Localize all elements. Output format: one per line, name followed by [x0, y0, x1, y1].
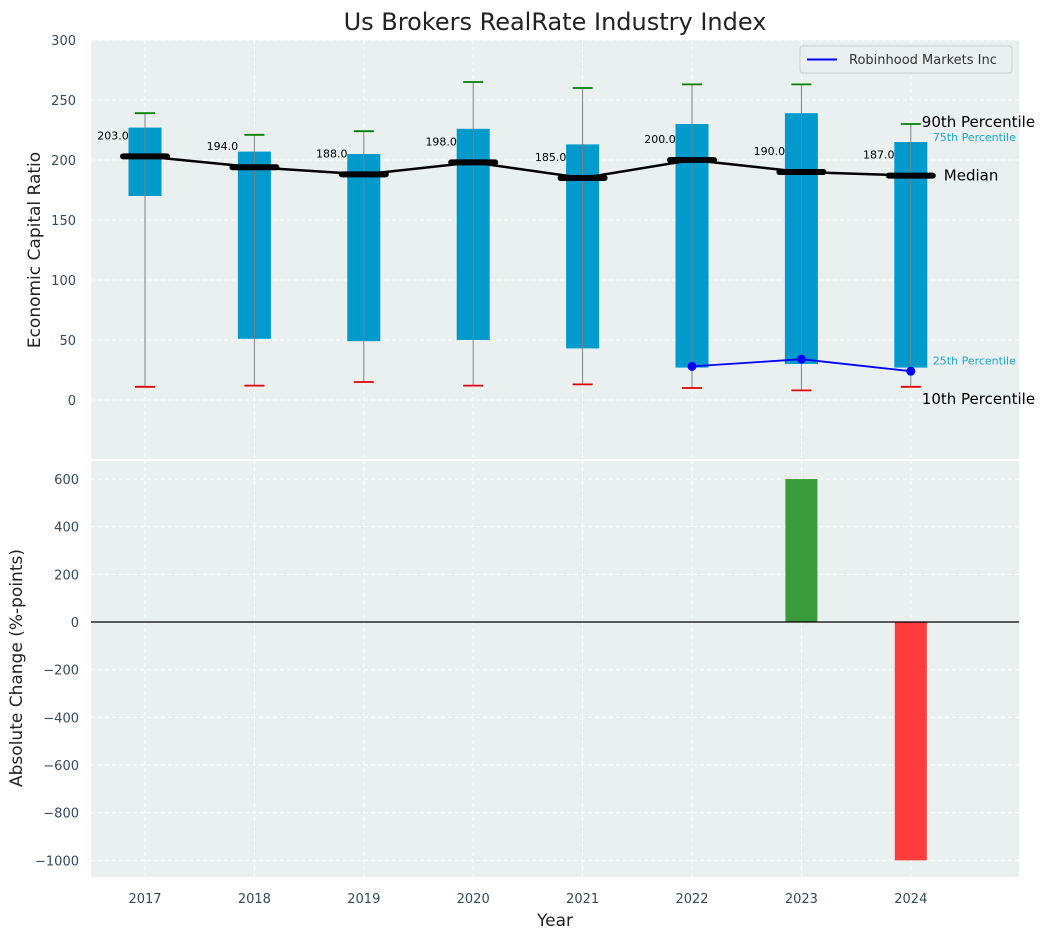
bottom-y-tick-label: 400: [54, 521, 79, 536]
company-series-point: [687, 361, 697, 371]
x-tick-label: 2021: [566, 892, 599, 907]
top-y-tick-label: 300: [51, 34, 76, 49]
top-y-tick-label: 250: [51, 94, 76, 109]
median-value-label: 185.0: [535, 151, 567, 164]
chart-title: Us Brokers RealRate Industry Index: [344, 8, 767, 36]
top-panel: 0 50 100 150 200 250 300 203.0 194.0 188.0 198.0 18…: [51, 34, 1035, 460]
top-y-tick-label: 0: [68, 394, 76, 409]
legend-label: Robinhood Markets Inc: [849, 53, 997, 68]
x-tick-label: 2017: [128, 892, 161, 907]
bottom-y-tick-label: −1000: [35, 854, 79, 869]
x-tick-label: 2022: [675, 892, 708, 907]
bottom-y-tick-label: 600: [54, 473, 79, 488]
bottom-y-tick-label: −200: [43, 664, 79, 679]
bottom-y-tick-label: −600: [43, 759, 79, 774]
positive-change-bar: [785, 479, 818, 623]
median-value-label: 198.0: [425, 135, 457, 148]
median-value-label: 194.0: [207, 140, 239, 153]
company-series-point: [906, 366, 916, 376]
bottom-y-axis-title: Absolute Change (%-points): [7, 549, 27, 787]
legend: Robinhood Markets Inc: [799, 45, 1013, 74]
bottom-y-tick-label: 0: [71, 616, 79, 631]
top-y-tick-label: 150: [51, 214, 76, 229]
x-tick-label: 2018: [238, 892, 271, 907]
top-y-axis-title: Economic Capital Ratio: [25, 152, 45, 348]
median-value-label: 200.0: [644, 133, 676, 146]
annotation-median: Median: [944, 167, 999, 185]
annotation-10th-percentile: 10th Percentile: [922, 390, 1035, 408]
x-axis-title: Year: [536, 911, 573, 931]
annotation-75th-percentile: 75th Percentile: [933, 131, 1016, 144]
top-y-tick-label: 50: [59, 334, 76, 349]
bottom-y-tick-label: 200: [54, 568, 79, 583]
top-y-tick-label: 200: [51, 154, 76, 169]
bottom-y-tick-label: −400: [43, 711, 79, 726]
annotation-25th-percentile: 25th Percentile: [933, 355, 1016, 368]
median-value-label: 187.0: [863, 149, 895, 162]
x-tick-label: 2020: [457, 892, 490, 907]
legend-box: [799, 45, 1013, 74]
median-value-label: 190.0: [754, 145, 786, 158]
median-trend-line: [144, 155, 911, 180]
x-tick-label: 2019: [347, 892, 380, 907]
x-tick-label: 2023: [785, 892, 818, 907]
bottom-y-tick-label: −800: [43, 807, 79, 822]
annotation-90th-percentile: 90th Percentile: [922, 113, 1035, 131]
top-y-tick-label: 100: [51, 274, 76, 289]
bottom-plot-background: [91, 460, 1019, 877]
company-series-point: [796, 354, 806, 364]
median-value-label: 188.0: [316, 147, 348, 160]
negative-change-bar: [894, 622, 927, 861]
x-tick-label: 2024: [894, 892, 927, 907]
bottom-panel: −1000 −800 −600 −400 −200 0 200 400 600 2017 2018 2…: [35, 459, 1019, 907]
top-plot-background: [91, 40, 1019, 460]
median-value-label: 203.0: [97, 129, 129, 142]
